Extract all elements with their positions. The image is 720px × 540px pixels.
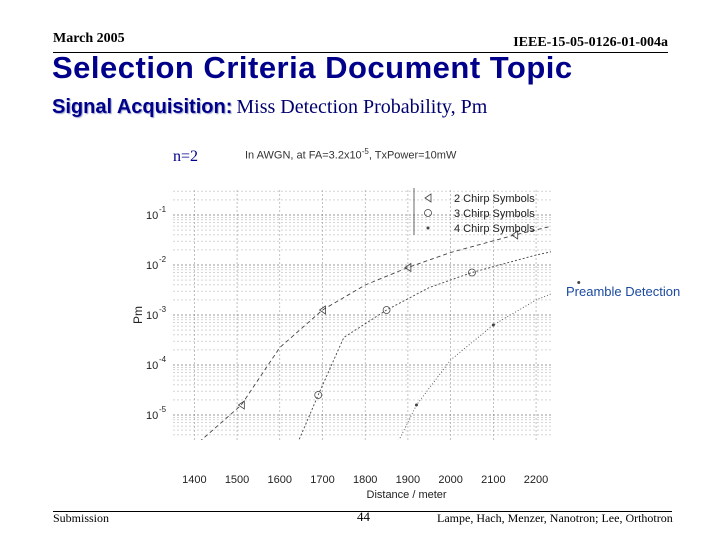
y-tick-label: 10 bbox=[146, 260, 158, 272]
footer-rule-left bbox=[53, 511, 103, 512]
x-tick-label: 2100 bbox=[481, 474, 505, 486]
legend-label: 4 Chirp Symbols bbox=[454, 223, 535, 235]
y-tick-label: 10 bbox=[146, 410, 158, 422]
series-3-marker bbox=[491, 323, 495, 327]
x-tick-label: 1800 bbox=[353, 474, 377, 486]
chart-series bbox=[200, 225, 581, 440]
preamble-detection-label: Preamble Detection bbox=[566, 284, 681, 299]
x-tick-label: 1900 bbox=[396, 474, 420, 486]
chart-title-suffix: , TxPower=10mW bbox=[368, 149, 457, 162]
series-3-marker bbox=[577, 281, 581, 284]
y-axis-label: Pm bbox=[131, 306, 145, 324]
chart-title-exponent: -5 bbox=[361, 147, 369, 156]
y-tick-exponent: -5 bbox=[159, 405, 167, 414]
series-line-2 bbox=[298, 251, 551, 440]
y-tick-exponent: -3 bbox=[159, 305, 167, 314]
series-1-marker bbox=[510, 230, 519, 240]
series-2-marker bbox=[382, 306, 391, 314]
header-rule bbox=[53, 52, 668, 53]
y-tick-exponent: -2 bbox=[159, 255, 167, 264]
chart-title-prefix: In AWGN, at FA=3.2x10 bbox=[245, 149, 362, 162]
subtitle-topic: Signal Acquisition: bbox=[52, 96, 233, 118]
x-tick-label: 1400 bbox=[182, 474, 206, 486]
series-1-marker bbox=[318, 305, 326, 315]
series-2-marker bbox=[468, 268, 476, 277]
legend-marker-3 bbox=[426, 226, 430, 230]
path-loss-exponent-label: n=2 bbox=[173, 148, 199, 165]
legend-marker-1 bbox=[424, 193, 432, 203]
header-document-id: IEEE-15-05-0126-01-004a bbox=[513, 35, 668, 50]
x-tick-label: 1500 bbox=[225, 474, 249, 486]
footer-rule-right bbox=[598, 511, 672, 512]
footer-rule bbox=[103, 511, 598, 512]
slide-subtitle: Signal Acquisition: Miss Detection Proba… bbox=[52, 96, 487, 119]
legend-label: 3 Chirp Symbols bbox=[454, 208, 535, 220]
y-tick-label: 10 bbox=[146, 210, 158, 222]
header-date: March 2005 bbox=[53, 31, 125, 46]
x-tick-label: 1600 bbox=[268, 474, 292, 486]
legend-label: 2 Chirp Symbols bbox=[454, 193, 535, 205]
y-tick-label: 10 bbox=[146, 310, 158, 322]
series-1-marker bbox=[237, 400, 245, 410]
slide-title: Selection Criteria Document Topic bbox=[52, 50, 573, 85]
x-tick-label: 2000 bbox=[438, 474, 462, 486]
y-tick-exponent: -1 bbox=[159, 205, 167, 214]
subtitle-detail: Miss Detection Probability, Pm bbox=[236, 96, 488, 118]
series-line-1 bbox=[200, 225, 551, 440]
x-tick-label: 2200 bbox=[524, 474, 548, 486]
chart-axes: 1400 1500 1600 1700 1800 1900 2000 2100 220010-1… bbox=[131, 205, 548, 501]
x-tick-label: 1700 bbox=[310, 474, 334, 486]
y-tick-exponent: -4 bbox=[159, 355, 167, 364]
footer-submission: Submission bbox=[53, 511, 110, 525]
footer-authors: Lampe, Hach, Menzer, Nanotron; Lee, Orth… bbox=[437, 511, 673, 525]
chart-grid bbox=[173, 190, 551, 440]
chart-legend: 2 Chirp Symbols 3 Chirp Symbols 4 Chirp Sy… bbox=[413, 188, 535, 235]
series-1-marker bbox=[404, 262, 412, 273]
x-axis-label: Distance / meter bbox=[367, 489, 447, 501]
series-3-marker bbox=[414, 403, 418, 407]
y-tick-label: 10 bbox=[146, 360, 158, 372]
legend-marker-2 bbox=[424, 209, 432, 217]
footer-page-number: 44 bbox=[357, 509, 370, 524]
chart-title: In AWGN, at FA=3.2x10-5, TxPower=10mW bbox=[245, 147, 456, 162]
series-2-marker bbox=[314, 391, 323, 399]
